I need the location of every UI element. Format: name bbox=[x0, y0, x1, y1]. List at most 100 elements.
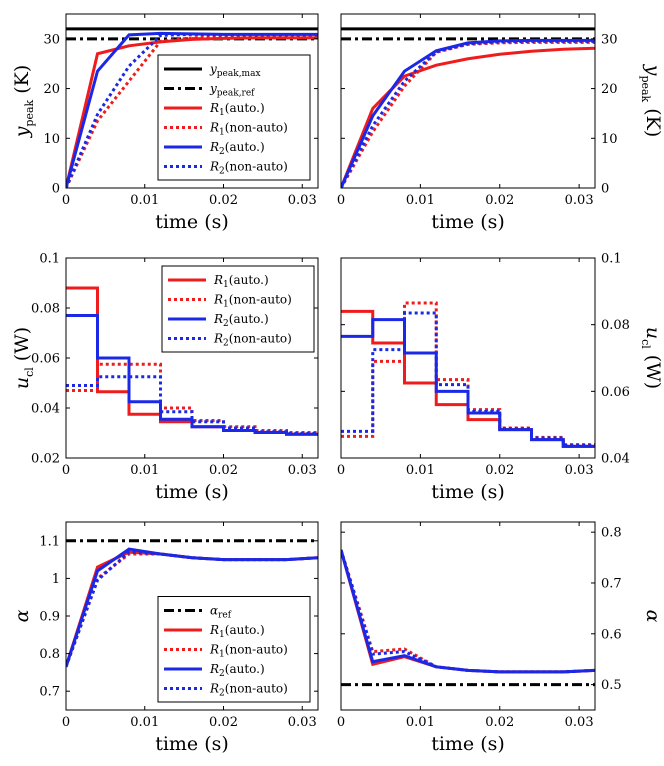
x-tick-label: 0.03 bbox=[288, 193, 317, 208]
y-tick-label: 0.8 bbox=[601, 526, 622, 541]
legend-subscript: peak,ref bbox=[217, 89, 255, 99]
y-tick-label: 0.7 bbox=[39, 685, 60, 700]
y-tick-label: 0 bbox=[601, 182, 609, 197]
legend-subscript: 1 bbox=[219, 630, 225, 640]
legend-symbol: y bbox=[209, 82, 217, 96]
x-tick-label: 0 bbox=[62, 193, 70, 208]
x-tick-label: 0.02 bbox=[209, 193, 238, 208]
legend-text: (auto.) bbox=[225, 101, 265, 115]
legend-entry-yref: ypeak,ref bbox=[209, 82, 255, 99]
legend-entry-r1a: R1(auto.) bbox=[209, 623, 265, 640]
plot-frame bbox=[65, 13, 319, 189]
plot-frame bbox=[340, 521, 596, 711]
legend-entry-aref: αref bbox=[210, 604, 232, 621]
legend-symbol: R bbox=[209, 160, 219, 174]
y-label-symbol: α bbox=[11, 609, 33, 622]
legend-subscript: 1 bbox=[219, 128, 225, 138]
legend: R1(auto.)R1(non-auto)R2(auto.)R2(non-aut… bbox=[161, 265, 315, 353]
legend-text: (non-auto) bbox=[229, 332, 292, 346]
legend-symbol: R bbox=[213, 332, 223, 346]
y-tick-label: 0.08 bbox=[31, 302, 60, 317]
legend-text: (auto.) bbox=[229, 312, 269, 326]
x-tick-label: 0.01 bbox=[130, 463, 159, 478]
y-tick-label: 0.6 bbox=[601, 627, 622, 642]
legend-text: (auto.) bbox=[225, 662, 265, 676]
subplot-r1-c0: 0 0.01 0.02 0.03 0.02 0.04 0.06 0.08 0.1 time (s)… bbox=[11, 252, 319, 503]
plot-frame bbox=[340, 257, 596, 459]
legend-text: (non-auto) bbox=[225, 643, 288, 657]
y-tick-label: 10 bbox=[43, 132, 60, 147]
legend-text: (non-auto) bbox=[225, 682, 288, 696]
y-tick-label: 0.06 bbox=[601, 385, 630, 400]
x-tick-label: 0.01 bbox=[130, 715, 159, 730]
y-label-symbol: y bbox=[11, 126, 33, 138]
legend-entry-r1n: R1(non-auto) bbox=[213, 293, 292, 310]
y-tick-label: 0.08 bbox=[601, 318, 630, 333]
legend-subscript: 2 bbox=[219, 147, 225, 157]
series-line-r2a bbox=[66, 314, 318, 436]
x-axis-label: time (s) bbox=[155, 481, 229, 503]
y-tick-label: 0.1 bbox=[39, 252, 60, 267]
series-line-r1n bbox=[66, 35, 318, 188]
legend-subscript: 2 bbox=[223, 319, 229, 329]
legend-subscript: 1 bbox=[223, 300, 229, 310]
legend-entry-r1a: R1(auto.) bbox=[213, 273, 269, 290]
y-axis-label: ypeak (K) bbox=[11, 65, 36, 139]
y-tick-label: 0.06 bbox=[31, 352, 60, 367]
y-axis-label: α bbox=[11, 609, 33, 622]
legend: αrefR1(auto.)R1(non-auto)R2(auto.)R2(non… bbox=[157, 596, 311, 703]
legend-symbol: R bbox=[209, 643, 219, 657]
y-tick-label: 0.02 bbox=[31, 452, 60, 467]
series-line-r1n bbox=[341, 40, 595, 188]
x-tick-label: 0 bbox=[337, 715, 345, 730]
legend-subscript: 2 bbox=[219, 669, 225, 679]
y-tick-label: 1 bbox=[52, 572, 60, 587]
legend-symbol: R bbox=[209, 121, 219, 135]
y-tick-label: 30 bbox=[43, 32, 60, 47]
y-tick-label: 0.04 bbox=[31, 402, 60, 417]
x-axis-label: time (s) bbox=[155, 211, 229, 233]
subplot-r2-c1: 0 0.01 0.02 0.03 0.5 0.6 0.7 0.8 time (s) α bbox=[337, 521, 664, 755]
y-label-unit: (W) bbox=[11, 327, 33, 367]
y-tick-label: 20 bbox=[43, 82, 60, 97]
y-tick-label: 30 bbox=[601, 32, 618, 47]
legend-subscript: 1 bbox=[219, 650, 225, 660]
y-axis-label: α bbox=[642, 610, 664, 623]
y-label-symbol: α bbox=[642, 610, 664, 623]
series-line-r2n bbox=[66, 375, 318, 435]
series-line-r2n bbox=[341, 311, 595, 447]
legend-text: (non-auto) bbox=[229, 293, 292, 307]
series-line-r2a bbox=[66, 31, 318, 188]
legend-text: (auto.) bbox=[229, 273, 269, 287]
series-line-r2n bbox=[341, 39, 595, 188]
legend-symbol: R bbox=[209, 623, 219, 637]
legend-entry-r2n: R2(non-auto) bbox=[209, 682, 288, 699]
y-label-unit: (W) bbox=[642, 349, 664, 389]
legend-text: (non-auto) bbox=[225, 121, 288, 135]
x-tick-label: 0.03 bbox=[565, 715, 594, 730]
series-line-r2a bbox=[341, 549, 595, 674]
plot-frame bbox=[340, 13, 596, 189]
y-label-subscript: cl bbox=[23, 367, 36, 377]
legend-subscript: peak,max bbox=[217, 69, 261, 79]
legend-symbol: R bbox=[209, 101, 219, 115]
y-label-symbol: y bbox=[642, 64, 664, 76]
y-label-unit: (K) bbox=[642, 102, 664, 137]
series-line-r1n bbox=[341, 301, 595, 447]
series-line-r1n bbox=[66, 362, 318, 434]
legend-entry-r1a: R1(auto.) bbox=[209, 101, 265, 118]
x-tick-label: 0.02 bbox=[485, 193, 514, 208]
x-axis-label: time (s) bbox=[431, 481, 505, 503]
series-line-r1a bbox=[66, 36, 318, 188]
legend-symbol: R bbox=[213, 273, 223, 287]
x-axis-label: time (s) bbox=[155, 733, 229, 755]
x-tick-label: 0.03 bbox=[288, 463, 317, 478]
legend-entry-r2a: R2(auto.) bbox=[209, 662, 265, 679]
subplot-r1-c1: 0 0.01 0.02 0.03 0.04 0.06 0.08 0.1 time (s) ucl … bbox=[337, 252, 664, 504]
x-tick-label: 0.01 bbox=[406, 463, 435, 478]
legend-entry-r2n: R2(non-auto) bbox=[209, 160, 288, 177]
legend-entry-ymax: ypeak,max bbox=[209, 62, 261, 79]
y-tick-label: 0 bbox=[52, 182, 60, 197]
